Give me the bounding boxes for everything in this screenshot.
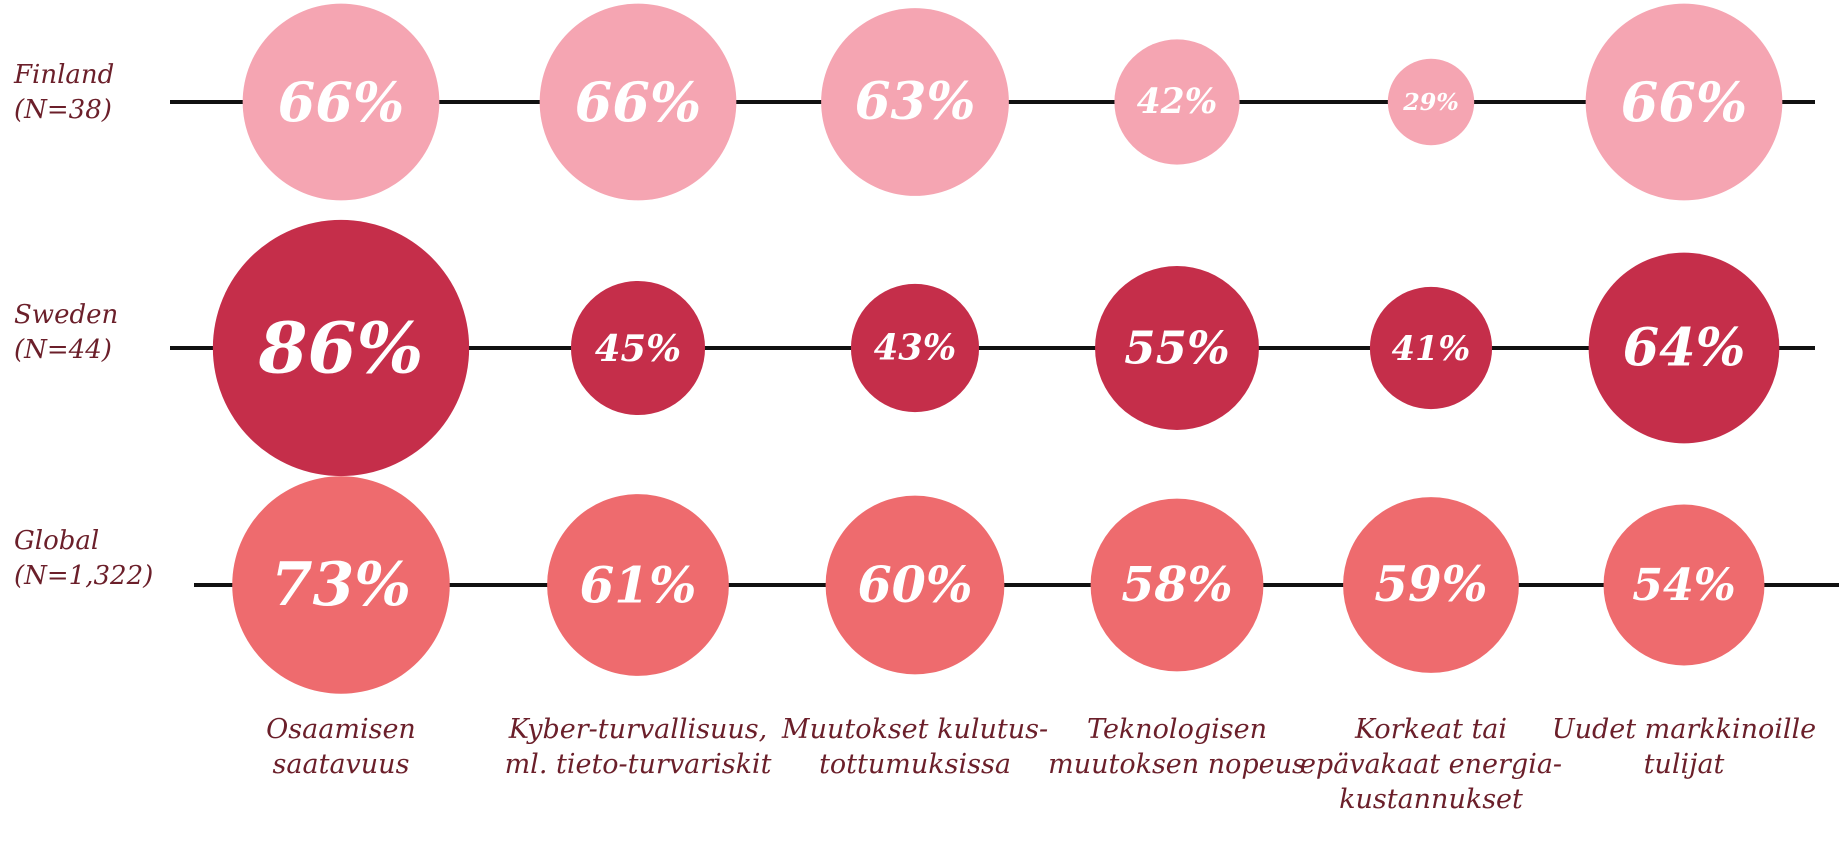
value-label: 41% [1392, 328, 1471, 368]
row-sample: (N=44) [14, 335, 112, 365]
value-label: 73% [271, 550, 411, 620]
value-label: 86% [257, 307, 423, 390]
bubble [539, 3, 737, 201]
row-sample: (N=38) [14, 95, 112, 125]
bubble [547, 494, 729, 676]
value-label: 43% [874, 328, 956, 369]
bubble [570, 280, 706, 416]
value-label: 66% [575, 70, 702, 134]
value-label: 42% [1137, 82, 1218, 122]
bubble [242, 3, 440, 201]
bubble [1603, 504, 1765, 666]
bubble [1369, 286, 1493, 410]
category-label: Korkeat tai epävakaat energia-kustannuks… [1299, 714, 1563, 815]
bubble [850, 283, 980, 413]
value-label: 54% [1632, 559, 1736, 611]
value-label: 60% [857, 556, 972, 614]
row-sample: (N=1,322) [14, 561, 154, 591]
row-label: Finland [14, 60, 115, 90]
bubble [1090, 498, 1264, 672]
bubble [1095, 266, 1259, 430]
category-label: Osaamisen saatavuus [266, 714, 416, 780]
value-label: 55% [1124, 322, 1230, 375]
value-label: 64% [1623, 318, 1746, 379]
category-label: Uudet markkinoille tulijat [1551, 714, 1817, 780]
category-label: Kyber-turvallisuus, ml. tieto-turvariski… [504, 714, 772, 780]
bubble [212, 219, 470, 477]
value-label: 58% [1121, 557, 1232, 613]
bubble [825, 495, 1005, 675]
row-label: Sweden [14, 300, 119, 330]
bubble [1343, 497, 1519, 673]
category-label: Muutokset kulutus-tottumuksissa [781, 714, 1049, 780]
bubble [821, 8, 1009, 196]
bubble [232, 476, 450, 694]
value-label: 66% [278, 70, 405, 134]
value-label: 63% [855, 72, 976, 132]
bubble [1114, 39, 1240, 165]
bubble [1588, 252, 1780, 444]
row-label: Global [14, 526, 100, 556]
bubble [1585, 3, 1783, 201]
value-label: 66% [1621, 70, 1748, 134]
bubble [1387, 58, 1475, 146]
value-label: 45% [595, 326, 681, 370]
value-label: 59% [1374, 557, 1487, 613]
value-label: 29% [1402, 88, 1459, 116]
value-label: 61% [579, 556, 696, 615]
category-label: Teknologisen muutoksen nopeus [1048, 714, 1306, 780]
